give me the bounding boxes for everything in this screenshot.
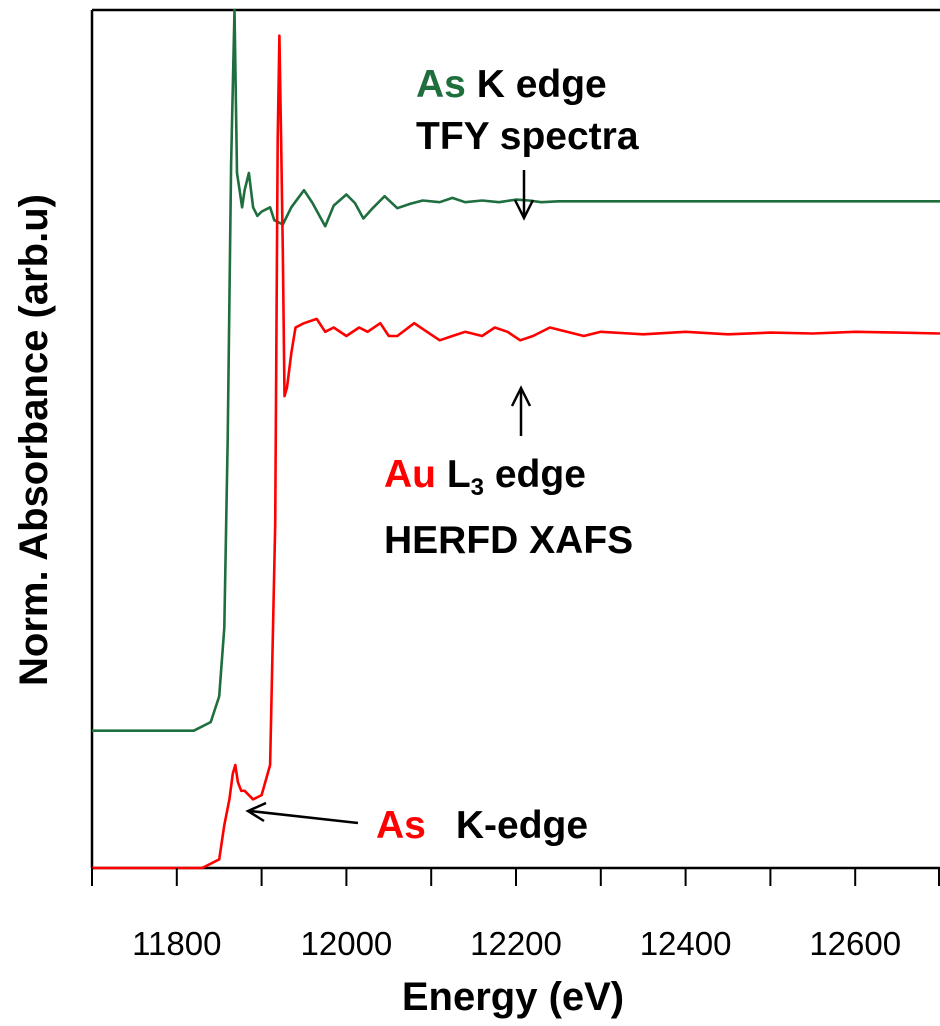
x-tick-label: 12200 xyxy=(470,925,562,962)
y-axis-title: Norm. Absorbance (arb.u) xyxy=(12,194,56,686)
x-tick-label: 12600 xyxy=(809,925,901,962)
series-line-0 xyxy=(92,8,940,733)
as-k-edge-label: As K edge xyxy=(416,63,607,106)
series-line-1 xyxy=(92,34,940,870)
as-secondary-element: As xyxy=(376,804,426,847)
x-ticks: 11800 12000 12200 12400 12600 xyxy=(91,868,940,962)
k-edge-text: K edge xyxy=(466,63,607,106)
x-tick-label: 11800 xyxy=(132,925,221,962)
herfd-xafs-label: HERFD XAFS xyxy=(384,519,633,562)
au-l3-edge-label: Au L3 edge xyxy=(384,453,586,501)
k-edge-secondary-text: K-edge xyxy=(456,804,588,847)
series-layer xyxy=(92,8,940,870)
tfy-spectra-label: TFY spectra xyxy=(416,115,639,158)
edge-text: edge xyxy=(484,453,586,496)
x-axis-title: Energy (eV) xyxy=(402,975,624,1019)
l-text: L xyxy=(436,453,471,496)
herfd-arrow xyxy=(510,385,532,436)
x-tick-label: 12000 xyxy=(301,925,393,962)
as-element-label: As xyxy=(416,63,466,106)
au-element-label: Au xyxy=(384,453,436,496)
x-tick-label: 12400 xyxy=(640,925,732,962)
tfy-arrow xyxy=(513,170,535,221)
l3-subscript: 3 xyxy=(471,474,484,501)
as-k-edge-arrow xyxy=(245,801,359,825)
as-k-edge-secondary-label: As K-edge xyxy=(376,804,588,847)
